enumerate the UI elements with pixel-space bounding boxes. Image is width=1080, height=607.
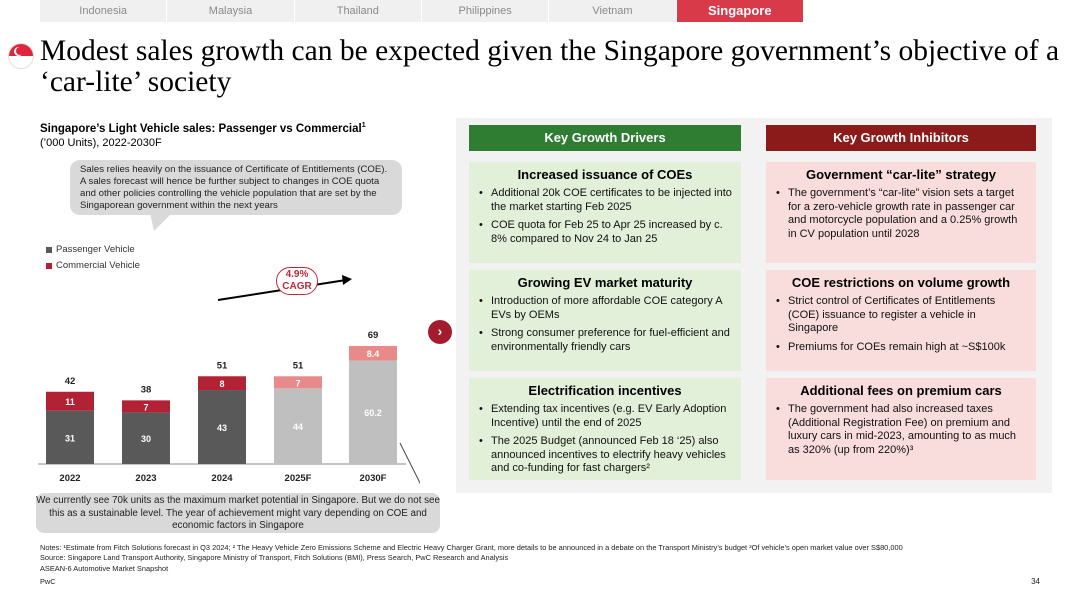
x-tick-label: 2024 (211, 473, 233, 484)
chart-title: Singapore’s Light Vehicle sales: Passeng… (40, 122, 366, 135)
footer-deck: ASEAN-6 Automotive Market Snapshot (40, 564, 169, 573)
bar-chart: 31 11 42 2022 30 7 38 2023 43 8 51 2024 44 7 51 2025F 60… (38, 275, 420, 485)
inhibitor-card: COE restrictions on volume growth Strict… (766, 270, 1036, 371)
bar-passenger (46, 410, 94, 464)
bar-total-label: 69 (368, 330, 379, 341)
inhibitor-card: Additional fees on premium cars The gove… (766, 378, 1036, 480)
card-bullet: The government had also increased taxes … (774, 403, 1028, 457)
tab-malaysia[interactable]: Malaysia (167, 0, 295, 22)
bar-label-passenger: 30 (141, 434, 151, 444)
card-title: Government “car-lite” strategy (805, 167, 996, 182)
tab-thailand[interactable]: Thailand (295, 0, 422, 22)
note-pointer-line (399, 442, 420, 485)
footer-brand: PwC (40, 577, 56, 586)
bar-label-commercial: 8.4 (367, 349, 380, 359)
tab-indonesia[interactable]: Indonesia (40, 0, 168, 22)
cagr-badge: 4.9% CAGR (276, 267, 318, 295)
card-title: Electrification incentives (528, 383, 682, 398)
card-bullet: Introduction of more affordable COE cate… (477, 295, 733, 322)
card-bullet: The government’s “car-lite” vision sets … (774, 187, 1028, 241)
bar-total-label: 38 (141, 384, 152, 395)
driver-card: Electrification incentives Extending tax… (469, 378, 741, 480)
bar-label-commercial: 7 (295, 378, 300, 388)
x-tick-label: 2023 (135, 473, 156, 484)
bar-total-label: 42 (65, 376, 76, 387)
callout-text: Sales relies heavily on the issuance of … (80, 164, 388, 211)
inhibitors-header: Key Growth Inhibitors (766, 125, 1036, 151)
legend-passenger: Passenger Vehicle (46, 244, 135, 255)
bar-label-passenger: 60.2 (364, 408, 382, 418)
bar-label-commercial: 7 (143, 402, 148, 412)
singapore-flag-icon (8, 43, 34, 69)
footer-source: Source: Singapore Land Transport Authori… (40, 553, 509, 562)
card-title: Growing EV market maturity (517, 275, 693, 290)
legend-swatch (46, 262, 52, 269)
x-tick-label: 2022 (59, 473, 80, 484)
bar-passenger (198, 390, 246, 464)
bar-label-commercial: 8 (219, 379, 224, 389)
card-title: Increased issuance of COEs (517, 167, 693, 182)
tab-singapore[interactable]: Singapore (676, 0, 804, 22)
bar-label-passenger: 31 (65, 433, 75, 443)
bar-commercial (198, 376, 246, 391)
page-title: Modest sales growth can be expected give… (40, 35, 1060, 98)
bar-passenger (122, 412, 170, 464)
footer-notes: Notes: ¹Estimate from Fitch Solutions fo… (40, 543, 903, 552)
bar-commercial (46, 391, 94, 411)
country-tabs: Indonesia Malaysia Thailand Philippines … (40, 0, 804, 22)
bar-total-label: 51 (293, 360, 304, 371)
x-tick-label: 2025F (285, 473, 312, 484)
tab-philippines[interactable]: Philippines (422, 0, 550, 22)
card-title: COE restrictions on volume growth (791, 275, 1011, 290)
card-bullet: Premiums for COEs remain high at ~S$100k (774, 341, 1028, 355)
card-bullet: Strict control of Certificates of Entitl… (774, 295, 1028, 336)
bar-passenger (349, 360, 397, 464)
driver-card: Growing EV market maturity Introduction … (469, 270, 741, 371)
cagr-arrow-head (342, 275, 352, 285)
callout-bubble: Sales relies heavily on the issuance of … (70, 160, 402, 215)
bar-commercial (349, 346, 397, 361)
bar-commercial (122, 400, 170, 413)
bar-label-passenger: 43 (217, 423, 227, 433)
page-number: 34 (1031, 577, 1040, 586)
legend-commercial: Commercial Vehicle (46, 260, 140, 271)
bar-passenger (274, 388, 322, 464)
bar-label-passenger: 44 (293, 422, 303, 432)
bar-commercial (274, 376, 322, 389)
card-bullet: Extending tax incentives (e.g. EV Early … (477, 403, 733, 430)
inhibitor-card: Government “car-lite” strategy The gover… (766, 162, 1036, 263)
card-bullet: The 2025 Budget (announced Feb 18 ‘25) a… (477, 435, 733, 476)
chart-subtitle: (’000 Units), 2022-2030F (40, 137, 162, 149)
chevron-right-icon: › (428, 320, 452, 344)
driver-card: Increased issuance of COEs Additional 20… (469, 162, 741, 263)
bar-label-commercial: 11 (65, 397, 75, 407)
chart-note: We currently see 70k units as the maximu… (36, 493, 440, 533)
callout-pointer (150, 213, 172, 231)
card-bullet: COE quota for Feb 25 to Apr 25 increased… (477, 219, 733, 246)
tab-vietnam[interactable]: Vietnam (549, 0, 677, 22)
legend-swatch (46, 246, 52, 253)
bar-total-label: 51 (217, 360, 228, 371)
drivers-header: Key Growth Drivers (469, 125, 741, 151)
card-title: Additional fees on premium cars (800, 383, 1002, 398)
card-bullet: Additional 20k COE certificates to be in… (477, 187, 733, 214)
card-bullet: Strong consumer preference for fuel-effi… (477, 327, 733, 354)
x-tick-label: 2030F (360, 473, 387, 484)
